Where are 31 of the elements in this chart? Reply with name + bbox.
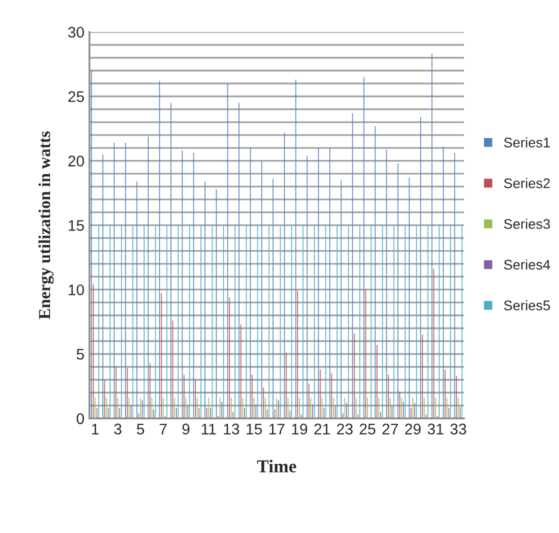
legend-label: Series5 <box>504 300 550 310</box>
y-tick-label: 10 <box>68 284 84 296</box>
x-tick-label: 29 <box>405 424 421 434</box>
x-tick-label: 7 <box>160 424 167 434</box>
y-tick-label: 15 <box>68 220 84 231</box>
x-tick-label: 5 <box>136 424 144 434</box>
legend-label: Series3 <box>504 218 550 229</box>
x-tick-label: 33 <box>450 424 466 434</box>
x-tick-label: 1 <box>92 424 99 434</box>
x-tick-label: 15 <box>246 424 262 434</box>
x-tick-label: 19 <box>292 424 308 434</box>
x-tick-label: 17 <box>269 424 284 434</box>
y-tick-label: 0 <box>76 413 84 424</box>
y-tick-label: 5 <box>76 349 84 360</box>
x-axis-title: Time <box>257 460 296 472</box>
x-tick-label: 21 <box>314 424 330 434</box>
y-tick-label: 25 <box>68 91 84 102</box>
legend-label: Series2 <box>504 178 550 188</box>
y-axis-title: Energy utilization in watts <box>38 131 54 320</box>
x-tick-label: 27 <box>382 424 398 434</box>
x-tick-label: 25 <box>360 424 376 434</box>
x-tick-label: 3 <box>114 424 122 434</box>
x-tick-label: 23 <box>337 424 353 434</box>
x-tick-label: 9 <box>182 424 190 434</box>
y-tick-label: 20 <box>68 156 84 166</box>
x-tick-label: 13 <box>224 424 240 434</box>
y-tick-label: 30 <box>68 26 84 38</box>
legend-label: Series4 <box>504 259 550 270</box>
x-tick-label: 11 <box>202 424 216 434</box>
legend-label: Series1 <box>504 137 550 148</box>
x-tick-label: 31 <box>428 424 444 434</box>
